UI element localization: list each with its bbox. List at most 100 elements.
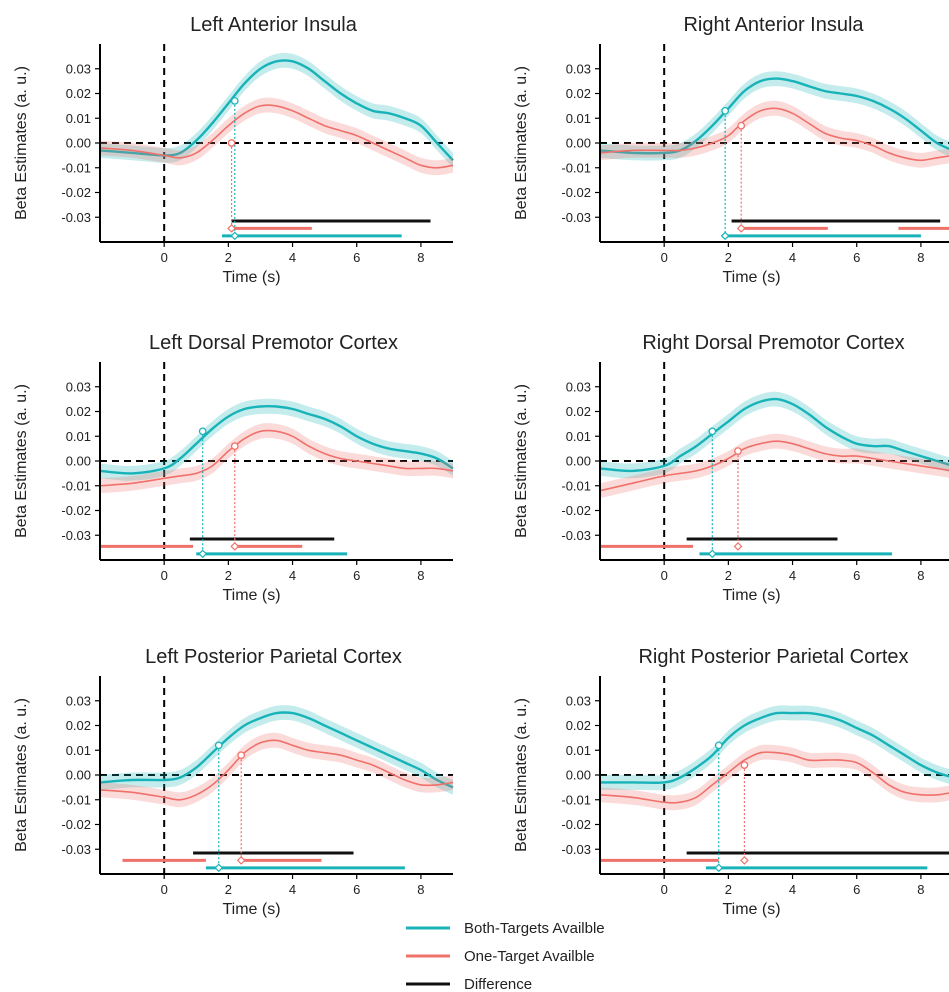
line-both	[600, 711, 949, 784]
onset-marker-one	[227, 139, 236, 147]
onset-marker-one	[740, 761, 749, 769]
y-tick-label: -0.02	[561, 817, 591, 832]
band-one	[100, 423, 453, 494]
y-tick-label: -0.03	[61, 842, 91, 857]
y-tick-label: 0.02	[566, 86, 591, 101]
y-axis-label: Beta Estimates (a. u.)	[13, 66, 30, 220]
x-tick-label: 8	[917, 882, 924, 897]
x-axis-label: Time (s)	[222, 587, 280, 604]
legend-label: Difference	[464, 976, 532, 992]
x-tick-label: 0	[161, 568, 168, 583]
onset-diamond-both	[230, 231, 240, 241]
y-tick-label: 0.01	[566, 429, 591, 444]
plot-area	[600, 676, 949, 874]
y-tick-label: 0.00	[566, 454, 591, 469]
onset-diamond-one	[236, 856, 246, 865]
plot-area	[100, 44, 454, 242]
x-tick-label: 0	[661, 882, 668, 897]
x-tick-label: 0	[161, 882, 168, 897]
panel-title: Right Dorsal Premotor Cortex	[642, 332, 904, 354]
y-tick-label: -0.03	[61, 528, 91, 543]
x-tick-label: 0	[661, 568, 668, 583]
y-tick-label: 0.00	[66, 454, 91, 469]
x-tick-label: 6	[353, 250, 360, 265]
onset-marker-one	[737, 121, 746, 130]
panel-title: Right Anterior Insula	[683, 14, 864, 36]
onset-diamond-both	[720, 231, 730, 241]
line-both	[100, 59, 454, 162]
onset-marker-both	[708, 427, 717, 436]
y-tick-label: -0.02	[61, 817, 91, 832]
y-tick-label: -0.02	[61, 185, 91, 200]
onset-diamond-both	[714, 863, 724, 873]
y-tick-label: 0.03	[66, 61, 91, 76]
x-tick-label: 6	[853, 882, 860, 897]
y-tick-label: 0.03	[566, 693, 591, 708]
line-both	[100, 405, 454, 475]
x-tick-label: 2	[725, 882, 732, 897]
y-tick-label: -0.03	[561, 528, 591, 543]
y-tick-label: -0.01	[561, 160, 591, 175]
line-one	[100, 739, 454, 801]
y-tick-label: 0.01	[66, 743, 91, 758]
y-tick-label: -0.01	[61, 478, 91, 493]
x-tick-label: 4	[289, 568, 296, 583]
x-tick-label: 6	[853, 568, 860, 583]
onset-marker-one	[237, 751, 246, 760]
band-both	[100, 53, 453, 168]
line-one	[100, 104, 454, 169]
x-tick-label: 6	[353, 568, 360, 583]
y-tick-label: -0.02	[561, 503, 591, 518]
band-one	[600, 744, 949, 811]
y-tick-label: 0.02	[66, 86, 91, 101]
onset-diamond-one	[740, 856, 749, 865]
line-one	[600, 107, 949, 162]
plot-area	[600, 44, 949, 242]
y-tick-label: -0.02	[61, 503, 91, 518]
y-tick-label: 0.02	[66, 404, 91, 419]
line-both	[600, 77, 949, 155]
panel-title: Left Anterior Insula	[190, 14, 358, 36]
y-tick-label: 0.03	[66, 693, 91, 708]
panel-0: Left Anterior Insula 0.03 0.02 0.01 0.00 -0.0…	[13, 14, 454, 286]
onset-diamond-both	[707, 549, 717, 559]
y-tick-label: -0.01	[61, 792, 91, 807]
y-tick-label: 0.00	[66, 136, 91, 151]
y-tick-label: 0.01	[66, 111, 91, 126]
onset-marker-both	[198, 427, 207, 436]
y-tick-label: -0.03	[61, 210, 91, 225]
line-one	[100, 429, 454, 487]
plot-area	[100, 362, 454, 560]
x-axis-label: Time (s)	[722, 587, 780, 604]
onset-marker-both	[721, 106, 730, 115]
y-tick-label: 0.03	[566, 61, 591, 76]
panel-title: Left Dorsal Premotor Cortex	[149, 332, 398, 354]
panel-2: Left Dorsal Premotor Cortex 0.03 0.02 0.01 0…	[13, 332, 454, 604]
onset-marker-both	[214, 741, 223, 750]
band-one	[600, 433, 949, 499]
x-tick-label: 6	[853, 250, 860, 265]
line-one	[600, 751, 949, 804]
band-both	[600, 391, 949, 479]
line-one	[600, 440, 949, 492]
y-tick-label: -0.01	[61, 160, 91, 175]
onset-marker-one	[734, 447, 742, 455]
x-tick-label: 4	[789, 568, 796, 583]
panel-3: Right Dorsal Premotor Cortex 0.03 0.02 0.01…	[513, 332, 949, 604]
x-tick-label: 4	[289, 250, 296, 265]
x-axis-label: Time (s)	[722, 269, 780, 286]
y-axis-label: Beta Estimates (a. u.)	[513, 384, 530, 538]
band-one	[600, 100, 949, 168]
x-tick-label: 8	[417, 882, 424, 897]
y-tick-label: 0.02	[566, 718, 591, 733]
y-tick-label: 0.00	[566, 136, 591, 151]
y-tick-label: -0.01	[561, 478, 591, 493]
x-tick-label: 8	[917, 568, 924, 583]
x-tick-label: 4	[289, 882, 296, 897]
onset-diamond-both	[198, 549, 208, 559]
plot-area	[600, 362, 949, 560]
y-tick-label: 0.00	[566, 768, 591, 783]
x-tick-label: 4	[789, 882, 796, 897]
band-both	[600, 71, 949, 161]
